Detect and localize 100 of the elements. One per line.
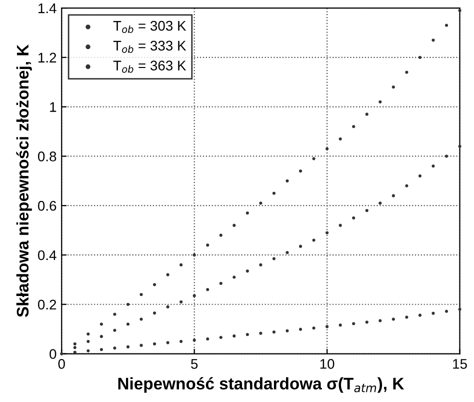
point (338, 324, 342, 327)
point (140, 292, 143, 296)
y-tick-label: 0.8 (38, 152, 56, 162)
x-tick-label: 10 (320, 358, 334, 369)
point (365, 208, 368, 212)
point (378, 202, 382, 205)
point (192, 294, 196, 298)
point (458, 144, 462, 148)
point (100, 322, 103, 326)
point (352, 216, 356, 220)
point (286, 250, 289, 254)
point (219, 282, 222, 285)
point (458, 8, 462, 12)
point (432, 38, 435, 42)
point (286, 329, 289, 332)
point (166, 273, 170, 276)
x-tick-label: 0 (58, 358, 65, 369)
point (365, 112, 368, 116)
point (405, 316, 408, 319)
x-tick-label: 5 (191, 359, 198, 369)
y-tick-label: 0.2 (38, 300, 56, 310)
point (166, 341, 170, 344)
point (312, 157, 316, 160)
point (286, 179, 289, 182)
point (246, 211, 249, 215)
point (86, 349, 90, 352)
point (272, 330, 276, 334)
point (378, 319, 382, 322)
point (126, 345, 130, 348)
point (405, 70, 408, 74)
point (152, 311, 156, 315)
point (418, 314, 422, 317)
point (86, 340, 90, 343)
point (298, 244, 302, 248)
point (352, 125, 356, 128)
y-tick-label: 1 (50, 102, 56, 112)
point (232, 276, 236, 279)
point (298, 169, 302, 173)
point (206, 244, 210, 247)
point (232, 334, 236, 338)
point (152, 283, 156, 286)
point (326, 147, 329, 150)
point (113, 312, 116, 316)
point (444, 24, 448, 27)
point (140, 344, 143, 347)
point (338, 137, 342, 140)
point (312, 238, 316, 242)
y-axis-title: Składowa niepewności złożonej, K (16, 44, 32, 318)
y-tick-label: 1.4 (38, 4, 56, 14)
y-tick-label: 0 (50, 349, 56, 359)
point (444, 310, 448, 313)
point (432, 164, 435, 168)
point (392, 86, 395, 89)
point (180, 340, 183, 343)
point (259, 263, 262, 266)
point (232, 224, 236, 227)
point (113, 328, 116, 332)
legend-label: T$_{ob}$ = 333 K (113, 40, 186, 53)
point (180, 300, 183, 304)
point (312, 326, 316, 330)
x-axis-title: Niepewność standardowa σ(T$_{atm}$), K (118, 377, 404, 393)
point (152, 342, 156, 346)
point (432, 312, 435, 315)
point (365, 320, 368, 324)
point (73, 342, 76, 346)
point (166, 305, 170, 308)
legend-label: T$_{ob}$ = 303 K (113, 20, 186, 33)
point (86, 332, 90, 336)
point (126, 302, 130, 306)
point (206, 337, 210, 340)
point (418, 56, 422, 59)
y-tick-label: 0.4 (38, 250, 56, 260)
point (272, 192, 276, 195)
point (100, 334, 103, 338)
point (458, 308, 462, 311)
point (259, 202, 262, 205)
point (180, 263, 183, 266)
point (326, 325, 329, 328)
point (60, 352, 64, 356)
legend-label: T$_{ob}$ = 363 K (113, 60, 186, 73)
point (392, 194, 395, 198)
point (73, 346, 76, 350)
point (219, 234, 222, 237)
point (392, 318, 395, 321)
point (298, 328, 302, 331)
point (352, 322, 356, 326)
y-tick-label: 1.2 (38, 52, 56, 62)
point (418, 174, 422, 178)
point (140, 318, 143, 321)
point (246, 332, 249, 336)
point (259, 332, 262, 335)
point (113, 346, 116, 350)
point (378, 100, 382, 104)
point (219, 336, 222, 340)
point (338, 224, 342, 227)
point (405, 184, 408, 188)
point (100, 348, 103, 352)
point (444, 154, 448, 158)
point (126, 322, 130, 326)
point (272, 257, 276, 260)
